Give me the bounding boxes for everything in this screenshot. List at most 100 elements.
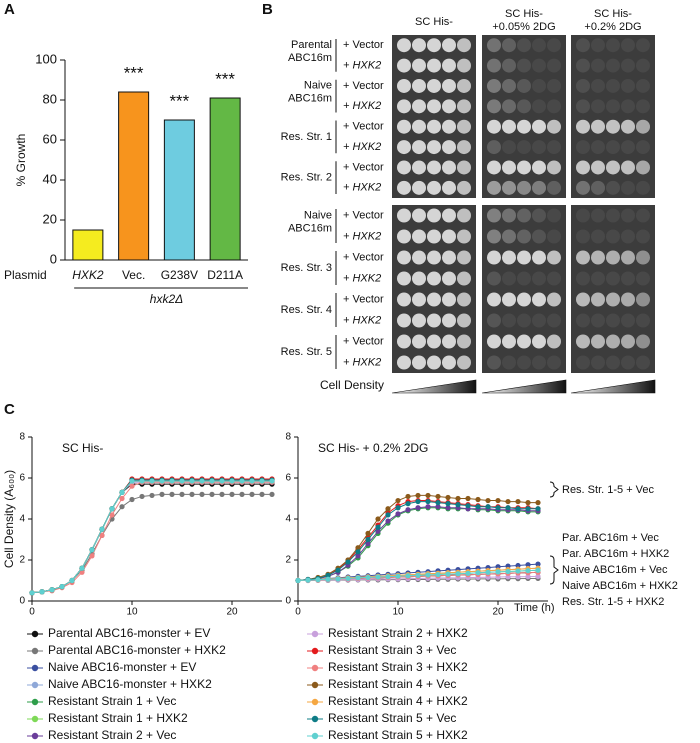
spot [412,313,426,328]
spot [397,334,411,349]
spot [621,140,635,155]
brace [549,555,559,585]
spot [517,119,531,134]
data-point [29,590,35,596]
spot [547,180,561,195]
data-point [495,497,501,504]
spot [427,160,441,175]
x-tick-label: 10 [392,607,404,618]
data-point [129,478,135,484]
data-point [445,501,451,507]
significance: *** [169,91,189,110]
density-triangle [570,379,656,394]
spot [532,313,546,328]
spot [487,229,501,244]
spot [576,160,590,175]
spot [487,271,501,286]
spot [591,78,605,93]
x-tick-label: 20 [492,607,504,618]
spot [502,78,516,93]
strain-label: Res. Str. 4 [281,304,332,316]
strain-label: Res. Str. 2 [281,172,332,184]
spot [591,208,605,223]
spot [517,140,531,155]
spot [502,292,516,307]
bar [118,91,150,261]
legend-label: Resistant Strain 4 + HXK2 [328,694,468,708]
plasmid-label: + HXK2 [343,356,381,368]
spot [621,313,635,328]
data-point [435,504,441,510]
spot [517,99,531,114]
plasmid-label: + HXK2 [343,100,381,112]
spot [576,313,590,328]
spot [547,140,561,155]
data-point [249,478,255,484]
data-point [375,574,381,580]
spot [606,355,620,370]
strain-label: Naive [304,209,332,221]
spot [517,38,531,53]
spot [397,38,411,53]
spot [412,119,426,134]
spot [606,250,620,265]
x-tick-label: Vec. [122,268,145,282]
series-line [31,481,272,594]
data-point [295,577,301,584]
spot [397,180,411,195]
spot [621,38,635,53]
spot [427,99,441,114]
legend-label: Resistant Strain 1 + Vec [48,694,176,708]
y-tick-label: 8 [19,432,25,443]
data-point [455,502,461,508]
spot [576,38,590,53]
data-point [485,497,491,504]
x-axis-label: Time (h) [514,602,555,614]
column-header: +0.05% 2DG [492,21,555,33]
legend-marker [311,630,319,638]
spot [502,313,516,328]
data-point [249,491,255,497]
spot [397,271,411,286]
y-tick-label: 0 [50,251,57,266]
data-point [525,568,531,574]
legend-label: Resistant Strain 5 + HXK2 [328,728,468,742]
spot [621,78,635,93]
legend-label: Resistant Strain 2 + Vec [48,728,176,742]
spot [606,313,620,328]
spot [427,313,441,328]
spot [412,180,426,195]
column-header: SC His- [594,8,632,20]
spot [502,355,516,370]
spot [442,78,456,93]
spot [636,208,650,223]
spot [487,355,501,370]
spot [636,160,650,175]
x-tick-label: D211A [207,268,243,282]
x-axis-label: Plasmid [4,268,47,282]
data-point [475,504,481,510]
spot [457,271,471,286]
data-point [415,505,421,511]
x-tick-label: HXK2 [72,268,104,282]
data-point [515,506,521,512]
data-point [435,571,441,578]
spot [517,313,531,328]
spot [502,140,516,155]
data-point [485,504,491,510]
spot [591,180,605,195]
spot [532,119,546,134]
annotation: Par. ABC16m + Vec [562,532,659,544]
series-line [31,481,272,594]
data-point [159,478,165,484]
spot [397,292,411,307]
data-point [515,568,521,574]
y-tick-label: 100 [35,51,57,66]
data-point [465,495,471,502]
series-line [31,493,272,594]
spot [591,99,605,114]
spot [487,78,501,93]
spot [487,58,501,73]
y-tick-label: 6 [285,473,291,484]
